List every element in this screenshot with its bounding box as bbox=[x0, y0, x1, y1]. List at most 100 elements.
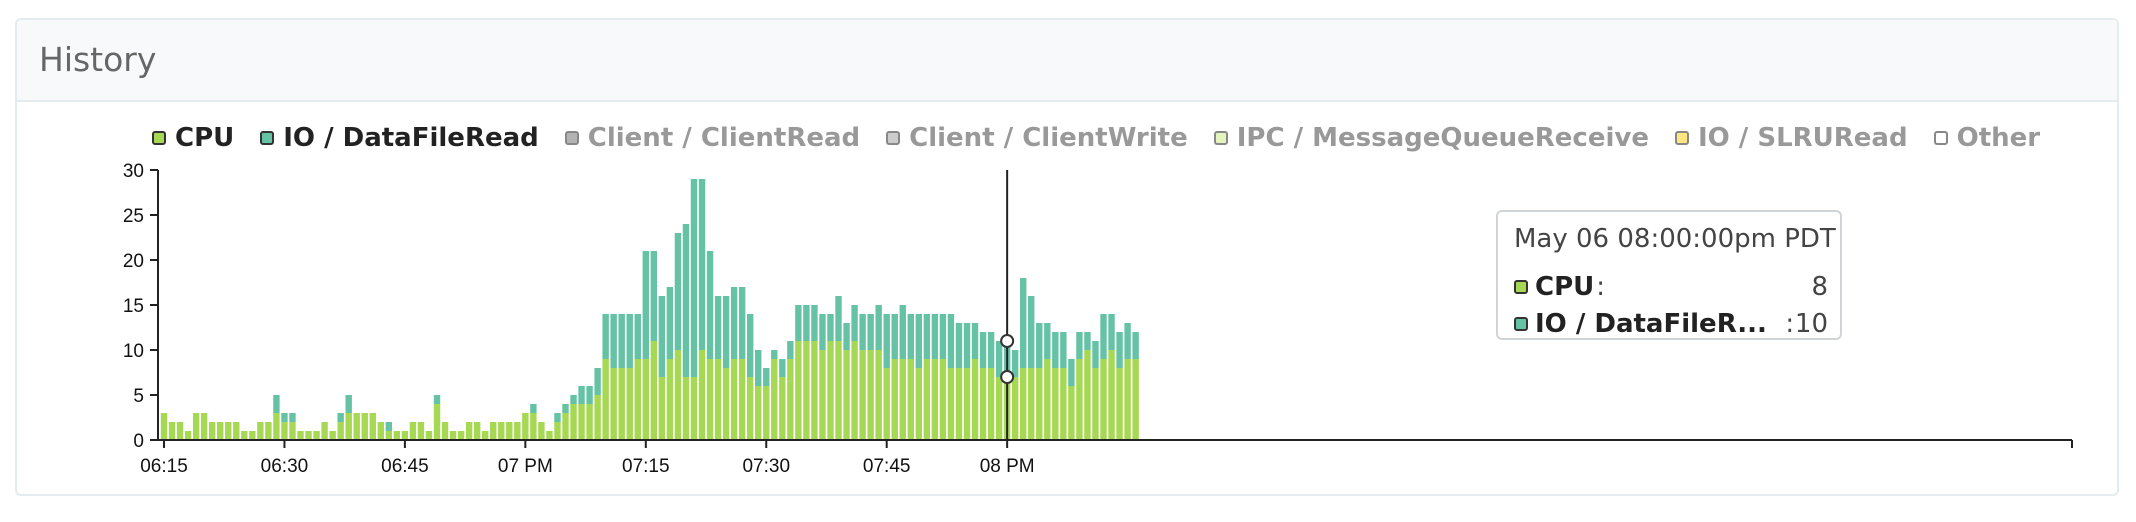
y-tick-label: 25 bbox=[123, 206, 144, 227]
bar-segment-io-datafileread bbox=[779, 359, 786, 377]
tooltip-swatch-io-datafileread bbox=[1514, 317, 1528, 331]
bar-segment-cpu bbox=[746, 377, 754, 440]
bar-segment-cpu bbox=[176, 422, 184, 440]
bar-segment-cpu bbox=[586, 404, 593, 440]
bar-segment-io-datafileread bbox=[843, 323, 850, 350]
bar-segment-cpu bbox=[329, 431, 336, 440]
legend-item-client-clientread[interactable]: Client / ClientRead bbox=[564, 123, 861, 153]
bar-segment-cpu bbox=[955, 368, 963, 440]
legend-label: IO / DataFileRead bbox=[283, 123, 539, 153]
bar-segment-cpu bbox=[361, 413, 368, 440]
bar-segment-cpu bbox=[401, 431, 409, 440]
bar-segment-cpu bbox=[891, 359, 898, 440]
bar-segment-io-datafileread bbox=[345, 395, 352, 413]
bar-segment-cpu bbox=[345, 413, 352, 440]
bar-segment-cpu bbox=[1036, 368, 1043, 440]
panel-title: History bbox=[39, 40, 157, 79]
bar-segment-cpu bbox=[730, 359, 738, 440]
bar-segment-cpu bbox=[441, 422, 449, 440]
bar-segment-io-datafileread bbox=[281, 413, 288, 422]
bar-segment-io-datafileread bbox=[1060, 332, 1067, 368]
legend-swatch-io-datafileread bbox=[260, 131, 275, 145]
bar-segment-cpu bbox=[522, 413, 529, 440]
bar-segment-cpu bbox=[168, 422, 176, 440]
bar-segment-io-datafileread bbox=[714, 296, 722, 359]
bar-segment-cpu bbox=[610, 368, 617, 440]
bar-segment-cpu bbox=[634, 359, 641, 440]
bar-segment-io-datafileread bbox=[1116, 332, 1123, 368]
bar-segment-io-datafileread bbox=[899, 305, 906, 359]
bar-segment-cpu bbox=[1116, 368, 1123, 440]
bar-segment-cpu bbox=[859, 350, 866, 440]
bar-segment-cpu bbox=[369, 413, 376, 440]
bar-segment-cpu bbox=[313, 431, 320, 440]
bar-segment-cpu bbox=[771, 359, 778, 440]
bar-segment-cpu bbox=[963, 368, 971, 440]
bar-segment-cpu bbox=[811, 341, 818, 440]
legend-item-io-datafileread[interactable]: IO / DataFileRead bbox=[260, 123, 539, 153]
bar-segment-cpu bbox=[1108, 350, 1115, 440]
y-tick-label: 0 bbox=[133, 431, 144, 452]
bar-segment-io-datafileread bbox=[1124, 323, 1131, 359]
bar-segment-cpu bbox=[337, 422, 344, 440]
bar-segment-cpu bbox=[1092, 368, 1099, 440]
bar-segment-cpu bbox=[538, 422, 545, 440]
bar-segment-cpu bbox=[490, 422, 497, 440]
bar-segment-cpu bbox=[626, 368, 633, 440]
x-tick-label: 07:30 bbox=[742, 456, 790, 477]
bar-segment-cpu bbox=[1011, 377, 1019, 440]
bar-segment-io-datafileread bbox=[666, 287, 674, 359]
bar-segment-io-datafileread bbox=[923, 314, 931, 359]
legend-swatch-cpu bbox=[152, 131, 166, 145]
legend-swatch-client-clientwrite bbox=[886, 131, 901, 145]
bar-segment-cpu bbox=[249, 431, 256, 440]
bar-segment-io-datafileread bbox=[602, 314, 609, 359]
bar-segment-cpu bbox=[578, 404, 585, 440]
bar-segment-cpu bbox=[987, 368, 995, 440]
bar-segment-io-datafileread bbox=[722, 296, 730, 368]
legend-swatch-io-slruread bbox=[1674, 131, 1689, 145]
bar-segment-cpu bbox=[449, 431, 457, 440]
hover-point-cpu bbox=[1000, 370, 1015, 384]
bar-segment-io-datafileread bbox=[1132, 332, 1139, 359]
x-tick-label: 07:15 bbox=[622, 456, 670, 477]
y-tick-label: 5 bbox=[133, 386, 144, 407]
legend-label: Client / ClientRead bbox=[587, 123, 861, 153]
legend-item-other[interactable]: Other bbox=[1933, 123, 2041, 153]
bar-segment-io-datafileread bbox=[738, 287, 746, 359]
bar-segment-cpu bbox=[827, 341, 834, 440]
legend-item-ipc-messagequeuereceive[interactable]: IPC / MessageQueueReceive bbox=[1213, 123, 1649, 153]
y-tick-label: 30 bbox=[123, 161, 144, 182]
bar-segment-cpu bbox=[498, 422, 505, 440]
bar-segment-cpu bbox=[1020, 368, 1027, 440]
x-tick-label: 06:30 bbox=[261, 456, 309, 477]
bar-segment-cpu bbox=[915, 368, 923, 440]
bar-segment-io-datafileread bbox=[1028, 296, 1035, 368]
bar-segment-io-datafileread bbox=[562, 404, 569, 413]
bar-segment-io-datafileread bbox=[867, 314, 874, 350]
bar-segment-cpu bbox=[738, 359, 746, 440]
bar-segment-io-datafileread bbox=[674, 233, 682, 350]
legend-item-cpu[interactable]: CPU bbox=[152, 123, 234, 153]
bar-segment-cpu bbox=[666, 359, 674, 440]
bar-segment-cpu bbox=[602, 359, 609, 440]
bar-segment-cpu bbox=[208, 422, 216, 440]
legend-label: Other bbox=[1956, 123, 2041, 153]
bar-segment-io-datafileread bbox=[682, 224, 690, 377]
legend-label: IPC / MessageQueueReceive bbox=[1236, 123, 1649, 153]
bar-segment-cpu bbox=[1060, 368, 1067, 440]
legend-item-client-clientwrite[interactable]: Client / ClientWrite bbox=[886, 123, 1188, 153]
bar-segment-io-datafileread bbox=[690, 179, 698, 377]
bar-segment-io-datafileread bbox=[618, 314, 625, 368]
bar-segment-io-datafileread bbox=[730, 287, 738, 359]
bar-segment-cpu bbox=[706, 359, 714, 440]
bar-segment-io-datafileread bbox=[594, 368, 601, 395]
bar-segment-cpu bbox=[674, 350, 682, 440]
legend-item-io-slruread[interactable]: IO / SLRURead bbox=[1674, 123, 1908, 153]
bar-segment-io-datafileread bbox=[642, 251, 649, 359]
bar-segment-io-datafileread bbox=[1036, 323, 1043, 368]
bar-segment-io-datafileread bbox=[706, 251, 714, 359]
bar-segment-cpu bbox=[642, 359, 649, 440]
bar-segment-cpu bbox=[385, 431, 393, 440]
